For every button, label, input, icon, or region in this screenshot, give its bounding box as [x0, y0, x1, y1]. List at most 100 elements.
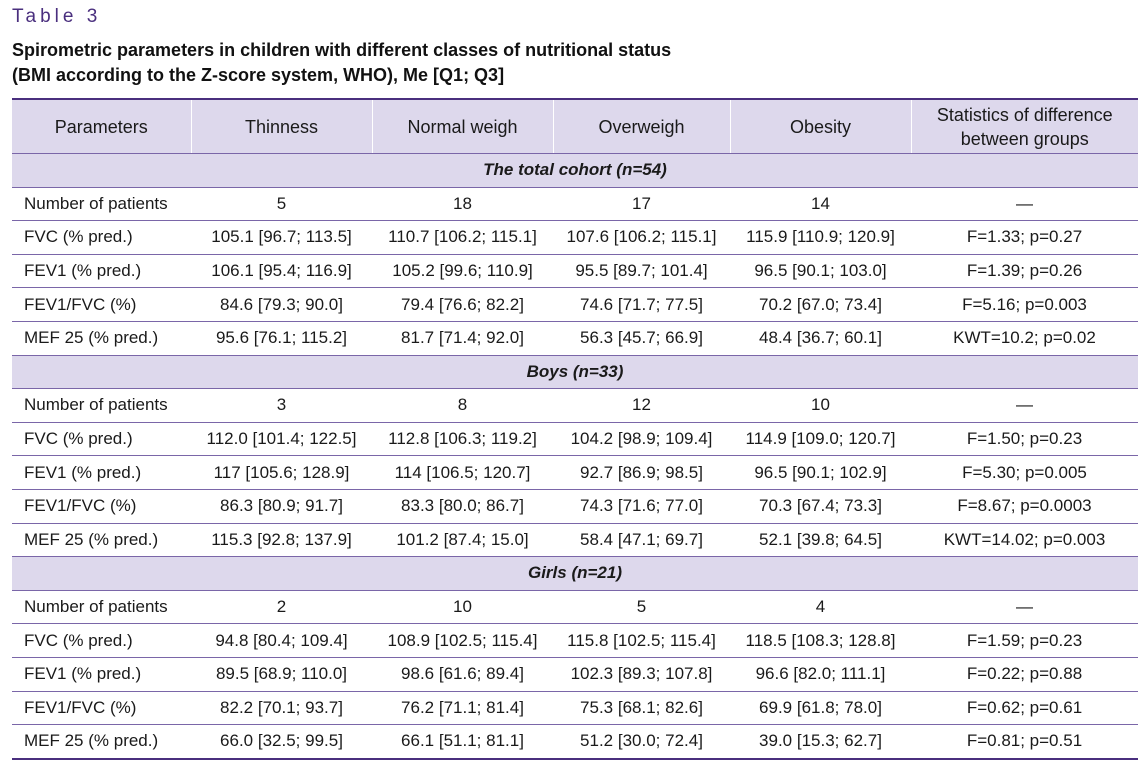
cell-param: Number of patients — [12, 187, 191, 222]
header-statistics-line-2: between groups — [960, 128, 1089, 149]
cell-overweigh: 56.3 [45.7; 66.9] — [553, 321, 730, 356]
cell-normal-weigh: 81.7 [71.4; 92.0] — [372, 321, 553, 356]
cell-normal-weigh: 101.2 [87.4; 15.0] — [372, 523, 553, 558]
cell-thinness: 94.8 [80.4; 109.4] — [191, 623, 372, 658]
table-caption: Spirometric parameters in children with … — [12, 38, 1132, 88]
cell-obesity: 48.4 [36.7; 60.1] — [730, 321, 911, 356]
cell-obesity: 69.9 [61.8; 78.0] — [730, 691, 911, 726]
cell-param: FEV1 (% pred.) — [12, 455, 191, 490]
cell-param: FVC (% pred.) — [12, 623, 191, 658]
cell-statistics: F=1.59; p=0.23 — [911, 623, 1138, 658]
cell-thinness: 5 — [191, 187, 372, 222]
table-row: Number of patients 2 10 5 4— — [12, 590, 1138, 625]
cell-normal-weigh: 98.6 [61.6; 89.4] — [372, 657, 553, 692]
spirometry-table: Parameters Thinness Normal weigh Overwei… — [12, 98, 1138, 760]
cell-statistics: F=1.33; p=0.27 — [911, 220, 1138, 255]
table-row: Number of patients 5 18 17 14— — [12, 187, 1138, 222]
group-row: The total cohort (n=54) — [12, 153, 1138, 188]
table-row: MEF 25 (% pred.) 66.0 [32.5; 99.5] 66.1 [5… — [12, 724, 1138, 760]
group-title: Boys (n=33) — [12, 355, 1138, 390]
table-row: FEV1 (% pred.) 117 [105.6; 128.9] 114 [106… — [12, 455, 1138, 490]
cell-statistics: KWT=14.02; p=0.003 — [911, 523, 1138, 558]
cell-thinness: 82.2 [70.1; 93.7] — [191, 691, 372, 726]
cell-overweigh: 102.3 [89.3; 107.8] — [553, 657, 730, 692]
cell-statistics: F=5.30; p=0.005 — [911, 455, 1138, 490]
cell-statistics: F=1.50; p=0.23 — [911, 422, 1138, 457]
header-row: Parameters Thinness Normal weigh Overwei… — [12, 98, 1138, 154]
cell-param: FEV1 (% pred.) — [12, 254, 191, 289]
cell-thinness: 89.5 [68.9; 110.0] — [191, 657, 372, 692]
table-row: MEF 25 (% pred.) 115.3 [92.8; 137.9] 101.2… — [12, 523, 1138, 558]
cell-obesity: 96.5 [90.1; 102.9] — [730, 455, 911, 490]
cell-obesity: 115.9 [110.9; 120.9] — [730, 220, 911, 255]
cell-statistics: F=5.16; p=0.003 — [911, 287, 1138, 322]
cell-thinness: 86.3 [80.9; 91.7] — [191, 489, 372, 524]
group-title: The total cohort (n=54) — [12, 153, 1138, 188]
cell-param: MEF 25 (% pred.) — [12, 523, 191, 558]
cell-overweigh: 5 — [553, 590, 730, 625]
cell-overweigh: 17 — [553, 187, 730, 222]
cell-normal-weigh: 114 [106.5; 120.7] — [372, 455, 553, 490]
cell-thinness: 3 — [191, 388, 372, 423]
cell-obesity: 70.2 [67.0; 73.4] — [730, 287, 911, 322]
table-row: FEV1/FVC (%) 86.3 [80.9; 91.7] 83.3 [80.0;… — [12, 489, 1138, 524]
cell-thinness: 95.6 [76.1; 115.2] — [191, 321, 372, 356]
cell-statistics: F=1.39; p=0.26 — [911, 254, 1138, 289]
table-label: Table 3 — [12, 6, 102, 27]
cell-param: FEV1/FVC (%) — [12, 489, 191, 524]
caption-line-2: (BMI according to the Z-score system, WH… — [12, 65, 505, 85]
cell-param: FEV1 (% pred.) — [12, 657, 191, 692]
cell-obesity: 118.5 [108.3; 128.8] — [730, 623, 911, 658]
cell-obesity: 10 — [730, 388, 911, 423]
cell-overweigh: 12 — [553, 388, 730, 423]
cell-statistics: F=8.67; p=0.0003 — [911, 489, 1138, 524]
cell-param: FEV1/FVC (%) — [12, 287, 191, 322]
table-body: The total cohort (n=54) Number of patient… — [12, 153, 1138, 760]
cell-normal-weigh: 76.2 [71.1; 81.4] — [372, 691, 553, 726]
cell-thinness: 117 [105.6; 128.9] — [191, 455, 372, 490]
cell-statistics: F=0.62; p=0.61 — [911, 691, 1138, 726]
header-overweigh: Overweigh — [552, 98, 730, 154]
cell-statistics: — — [911, 187, 1138, 222]
cell-normal-weigh: 110.7 [106.2; 115.1] — [372, 220, 553, 255]
table-row: Number of patients 3 8 12 10— — [12, 388, 1138, 423]
cell-statistics: — — [911, 388, 1138, 423]
cell-normal-weigh: 105.2 [99.6; 110.9] — [372, 254, 553, 289]
cell-obesity: 52.1 [39.8; 64.5] — [730, 523, 911, 558]
table-row: FVC (% pred.) 94.8 [80.4; 109.4] 108.9 [10… — [12, 623, 1138, 658]
cell-param: FVC (% pred.) — [12, 422, 191, 457]
group-title: Girls (n=21) — [12, 556, 1138, 591]
caption-line-1: Spirometric parameters in children with … — [12, 40, 672, 60]
header-statistics-line-1: Statistics of difference — [936, 104, 1113, 125]
cell-obesity: 14 — [730, 187, 911, 222]
cell-statistics: F=0.81; p=0.51 — [911, 724, 1138, 760]
cell-overweigh: 115.8 [102.5; 115.4] — [553, 623, 730, 658]
cell-normal-weigh: 83.3 [80.0; 86.7] — [372, 489, 553, 524]
cell-thinness: 105.1 [96.7; 113.5] — [191, 220, 372, 255]
cell-normal-weigh: 112.8 [106.3; 119.2] — [372, 422, 553, 457]
table-row: FEV1 (% pred.) 89.5 [68.9; 110.0] 98.6 [61… — [12, 657, 1138, 692]
cell-overweigh: 107.6 [106.2; 115.1] — [553, 220, 730, 255]
cell-normal-weigh: 79.4 [76.6; 82.2] — [372, 287, 553, 322]
cell-normal-weigh: 66.1 [51.1; 81.1] — [372, 724, 553, 760]
cell-statistics: — — [911, 590, 1138, 625]
header-statistics: Statistics of difference between groups — [910, 98, 1138, 154]
cell-normal-weigh: 10 — [372, 590, 553, 625]
cell-thinness: 106.1 [95.4; 116.9] — [191, 254, 372, 289]
cell-obesity: 39.0 [15.3; 62.7] — [730, 724, 911, 760]
cell-obesity: 114.9 [109.0; 120.7] — [730, 422, 911, 457]
cell-param: FVC (% pred.) — [12, 220, 191, 255]
table-row: FVC (% pred.) 105.1 [96.7; 113.5] 110.7 [1… — [12, 220, 1138, 255]
header-parameters: Parameters — [12, 98, 191, 154]
header-thinness: Thinness — [190, 98, 372, 154]
cell-obesity: 70.3 [67.4; 73.3] — [730, 489, 911, 524]
group-row: Girls (n=21) — [12, 556, 1138, 591]
cell-overweigh: 104.2 [98.9; 109.4] — [553, 422, 730, 457]
cell-obesity: 96.5 [90.1; 103.0] — [730, 254, 911, 289]
cell-overweigh: 51.2 [30.0; 72.4] — [553, 724, 730, 760]
header-normal-weigh: Normal weigh — [371, 98, 553, 154]
cell-normal-weigh: 18 — [372, 187, 553, 222]
cell-statistics: F=0.22; p=0.88 — [911, 657, 1138, 692]
header-obesity: Obesity — [729, 98, 911, 154]
